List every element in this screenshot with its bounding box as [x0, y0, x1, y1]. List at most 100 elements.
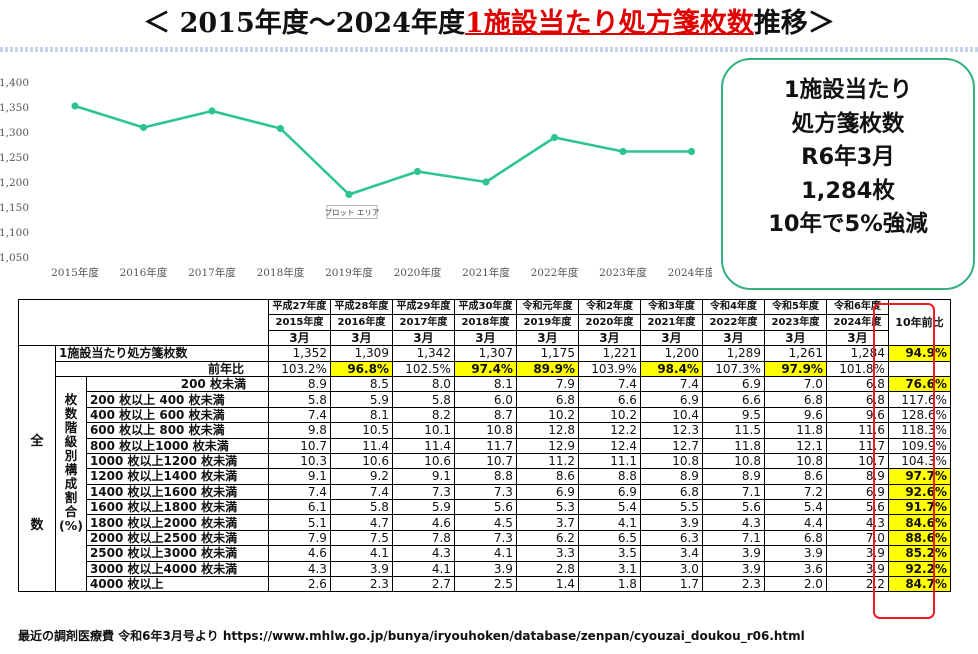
- data-point: [345, 190, 353, 199]
- x-tick-label: 2015年度: [51, 266, 99, 279]
- cell-value: 4.5: [453, 514, 517, 531]
- cell-value: 8.1: [453, 375, 517, 393]
- table-row: 1200 枚以上1400 枚未満 9.1 9.2 9.1 8.8 8.6 8.8 8.9 8.9…: [19, 468, 951, 485]
- cell-value: 4.1: [453, 545, 517, 562]
- header-row-era: 平成27年度 平成28年度 平成29年度 平成30年度 令和元年度 令和2年度 令和3年度令…: [18, 298, 951, 347]
- y-tick-label: 1,250: [0, 152, 29, 164]
- table-row: 2000 枚以上2500 枚未満 7.9 7.5 7.8 7.3 6.2 6.5 6.3 7.1…: [19, 529, 951, 547]
- data-point: [619, 147, 627, 156]
- distribution-label-char: 数: [64, 405, 78, 421]
- month-header: 3月: [639, 329, 703, 347]
- cell-value: 8.8: [577, 468, 641, 485]
- cell-value: 3.4: [639, 545, 703, 562]
- cell-value: 8.6: [515, 468, 579, 485]
- callout-box: 1施設当たり 処方箋枚数 R6年3月 1,284枚 10年で5%強減: [721, 58, 975, 290]
- cell-value: 8.9: [267, 375, 331, 393]
- cell-value: 6.0: [453, 391, 517, 408]
- cell-value: 4.4: [763, 514, 827, 531]
- row-label-bracket: 1800 枚以上2000 枚未満: [85, 514, 269, 531]
- cell-value: 9.1: [267, 468, 331, 485]
- era-header: 平成29年度: [391, 298, 455, 316]
- cell-value: 3.9: [453, 560, 517, 578]
- cell-value: 3.9: [701, 545, 765, 562]
- row-label-bracket: 1000 枚以上1200 枚未満: [85, 452, 269, 470]
- cell-value: 8.5: [329, 375, 393, 393]
- cell-value: 11.1: [577, 452, 641, 470]
- cell-value: 3.9: [639, 514, 703, 531]
- line-chart: 1,050 1,100 1,150 1,200 1,250 1,300 1,350 1,400…: [0, 77, 712, 279]
- cell-value: 1,309: [329, 345, 393, 362]
- cell-value: 2.3: [329, 576, 393, 593]
- cell-value: 11.5: [701, 422, 765, 439]
- cell-value: 6.1: [267, 499, 331, 516]
- cell-value: 4.6: [267, 545, 331, 562]
- row-group-label-distribution: 枚数階級別構成割合 (%): [55, 375, 87, 593]
- cell-value: 4.1: [329, 545, 393, 562]
- blank-cell: [18, 345, 56, 377]
- cell-value: 7.0: [763, 375, 827, 393]
- row-label-bracket: 1200 枚以上1400 枚未満: [85, 468, 269, 485]
- cell-value: 7.1: [701, 529, 765, 547]
- era-header: 令和2年度: [577, 298, 641, 316]
- cell-value: 10.7: [453, 452, 517, 470]
- cell-value: 7.4: [639, 375, 703, 393]
- table-row: 1400 枚以上1600 枚未満 7.4 7.4 7.3 7.3 6.9 6.9 6.8 7.1…: [19, 483, 951, 501]
- cell-value: 5.8: [267, 391, 331, 408]
- cell-value: 5.1: [267, 514, 331, 531]
- cell-value: 1,307: [453, 345, 517, 362]
- table-row: 200 枚以上 400 枚未満 5.8 5.9 5.8 6.0 6.8 6.6 6.9 6.6 6…: [19, 391, 951, 408]
- table-row: 1600 枚以上1800 枚未満 6.1 5.8 5.9 5.6 5.3 5.4 5.5 5.6…: [19, 499, 951, 516]
- data-point: [482, 178, 490, 186]
- x-tick-label: 2017年度: [188, 266, 236, 279]
- ratio-cell: 128.6%: [887, 406, 951, 424]
- year-header: 2017年度: [391, 314, 455, 331]
- data-point: [550, 133, 559, 142]
- cell-value: 7.3: [453, 483, 517, 501]
- cell-value: 2.5: [453, 576, 517, 593]
- cell-value: 7.4: [267, 483, 331, 501]
- plot-area-tooltip: プロット エリア: [325, 208, 380, 217]
- ratio-cell: 117.6%: [887, 391, 951, 408]
- title-underline: [0, 47, 978, 52]
- callout-line: R6年3月: [801, 144, 895, 170]
- cell-value: 3.0: [639, 560, 703, 578]
- cell-value: 9.6: [763, 406, 827, 424]
- x-tick-label: 2024年度: [668, 266, 712, 279]
- cell-value: 5.9: [391, 499, 455, 516]
- cell-value: 6.6: [701, 391, 765, 408]
- era-header: 令和元年度: [515, 298, 579, 316]
- distribution-label-char: 割: [64, 489, 78, 505]
- cell-value: 107.3%: [701, 360, 765, 377]
- cell-value: 7.4: [329, 483, 393, 501]
- cell-value: 5.9: [329, 391, 393, 408]
- cell-value: 8.9: [701, 468, 765, 485]
- table-row: 600 枚以上 800 枚未満 9.8 10.5 10.1 10.8 12.8 12.2 12…: [19, 422, 951, 439]
- cell-value: 7.8: [391, 529, 455, 547]
- empty-ratio-cell: [887, 360, 951, 377]
- group-label-char: 全: [30, 433, 44, 449]
- distribution-label-char: 成: [64, 475, 78, 491]
- ratio-header: 10年前比: [887, 298, 951, 347]
- distribution-label-char: 枚: [64, 391, 78, 407]
- month-header: 3月: [577, 329, 641, 347]
- y-tick-label: 1,350: [0, 102, 29, 114]
- ratio-cell: 104.3%: [887, 452, 951, 470]
- callout-line: 1,284枚: [801, 177, 895, 204]
- cell-value: 8.8: [453, 468, 517, 485]
- x-tick-label: 2021年度: [462, 266, 510, 279]
- month-header: 3月: [453, 329, 517, 347]
- cell-value: 10.2: [577, 406, 641, 424]
- cell-value: 4.1: [391, 560, 455, 578]
- cell-value: 5.4: [577, 499, 641, 516]
- table-row: 前年比 103.2% 96.8% 102.5% 97.4% 89.9% 103.9% 98.4…: [19, 360, 951, 377]
- cell-value: 2.6: [267, 576, 331, 593]
- era-header: 平成28年度: [329, 298, 393, 316]
- table-row: 3000 枚以上4000 枚未満 4.3 3.9 4.1 3.9 2.8 3.1 3.0 3.9…: [19, 560, 951, 578]
- table-row: 4000 枚以上 2.6 2.3 2.7 2.5 1.4 1.8 1.7 2.3 2.0 2.2 84…: [19, 576, 951, 593]
- cell-value: 2.8: [515, 560, 579, 578]
- cell-value: 4.7: [329, 514, 393, 531]
- cell-value: 102.5%: [391, 360, 455, 377]
- cell-value: 11.4: [391, 437, 455, 454]
- y-tick-label: 1,100: [0, 227, 29, 239]
- year-header: 2021年度: [639, 314, 703, 331]
